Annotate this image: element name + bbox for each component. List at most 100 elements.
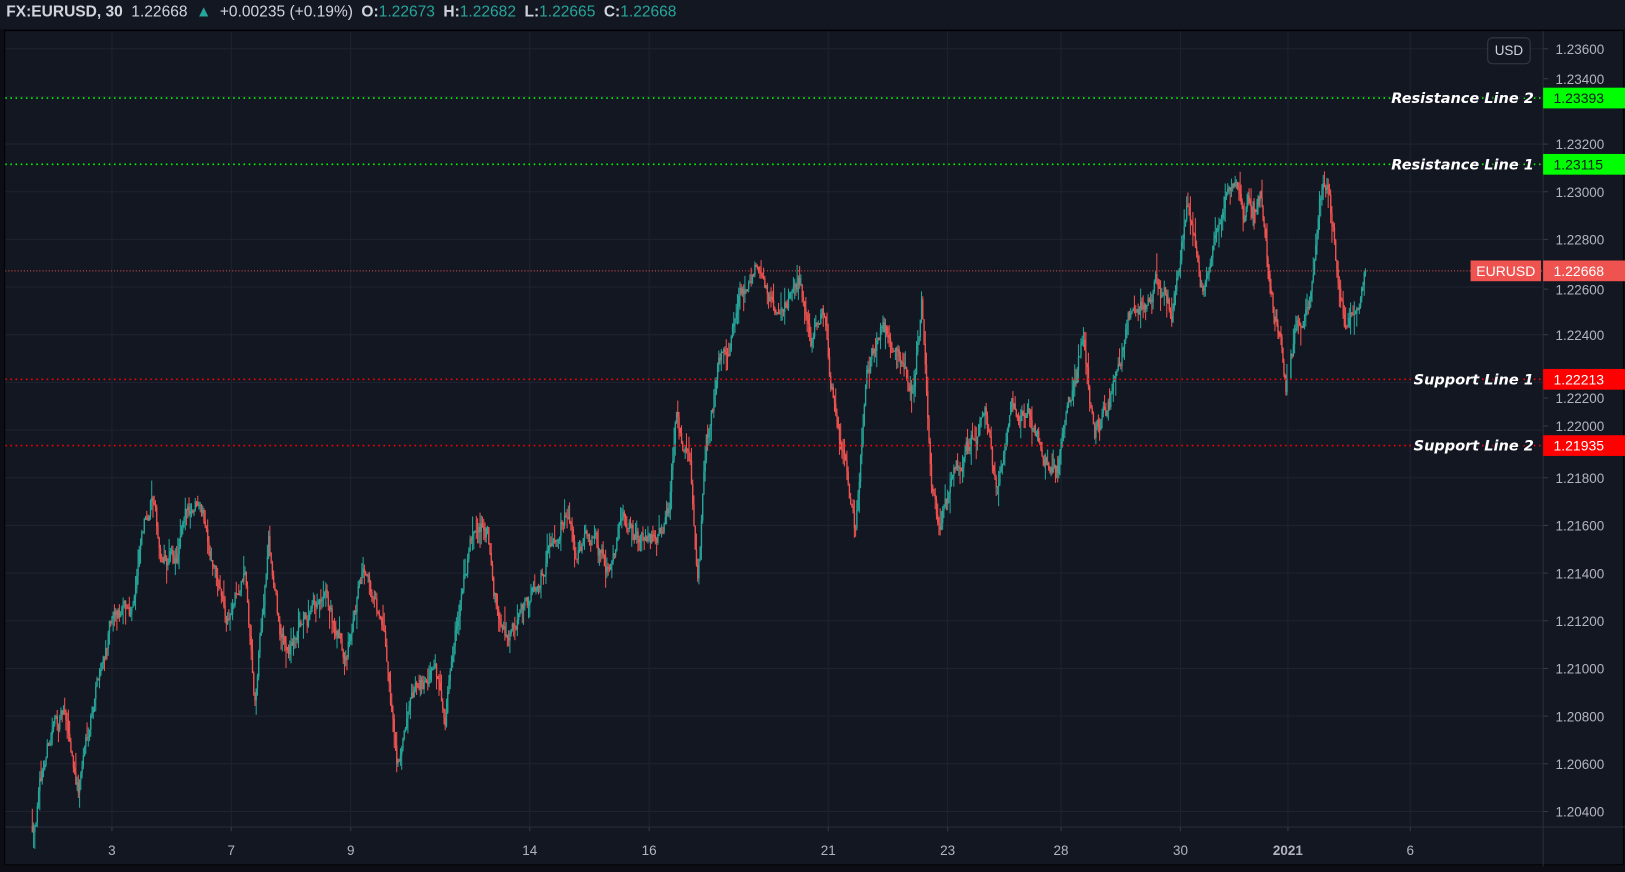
candle-down <box>643 537 645 540</box>
candle-down <box>70 741 72 752</box>
candle-up <box>1050 467 1052 473</box>
candle-down <box>927 391 929 419</box>
candle-up <box>699 547 701 560</box>
candle-down <box>1105 409 1107 416</box>
candle-up <box>859 455 862 482</box>
candle-up <box>529 601 531 605</box>
candle-up <box>296 631 298 641</box>
candle-up <box>1213 238 1215 246</box>
candle-up <box>268 536 270 557</box>
candle-up <box>1140 301 1142 312</box>
candle-up <box>765 285 767 288</box>
candle-up <box>980 417 982 420</box>
candle-down <box>153 502 155 505</box>
candle-down <box>235 593 238 595</box>
candle-down <box>382 624 384 631</box>
candle-up <box>255 688 257 701</box>
candle-up <box>531 587 533 592</box>
price-tick-label: 1.23200 <box>1556 137 1605 152</box>
candle-up <box>179 536 182 548</box>
candle-up <box>811 338 813 347</box>
candle-down <box>444 717 446 726</box>
candle-down <box>1051 467 1053 473</box>
candle-down <box>381 617 383 625</box>
candle-down <box>572 529 575 542</box>
candle-up <box>445 712 448 726</box>
candle-up <box>636 531 638 539</box>
candle-up <box>1163 287 1166 293</box>
candle-down <box>1273 306 1275 318</box>
candle-up <box>979 419 981 425</box>
candle-up <box>34 825 36 833</box>
candle-up <box>1066 405 1069 414</box>
candle-down <box>514 625 516 627</box>
candle-up <box>1026 409 1029 416</box>
candle-up <box>100 670 102 676</box>
candle-down <box>806 314 808 320</box>
candle-up <box>1059 450 1061 459</box>
candle-up <box>42 768 45 771</box>
candle-up <box>698 559 700 579</box>
candle-up <box>1072 384 1075 391</box>
candle-up <box>1079 356 1081 358</box>
candle-down <box>688 450 690 461</box>
candle-down <box>1260 191 1262 198</box>
candle-down <box>1263 217 1265 227</box>
candle-down <box>355 610 357 613</box>
candle-up <box>330 607 332 610</box>
candle-up <box>428 679 430 685</box>
candle-down <box>371 592 373 598</box>
candle-up <box>784 302 786 312</box>
candle-down <box>1344 325 1347 327</box>
candle-up <box>1349 312 1352 318</box>
candle-down <box>274 584 276 590</box>
price-tick-label: 1.23000 <box>1556 185 1605 200</box>
candle-down <box>1251 207 1253 211</box>
candle-up <box>1162 292 1164 296</box>
candle-up <box>751 274 754 283</box>
candle-up <box>792 286 795 291</box>
candle-down <box>762 276 765 279</box>
candle-up <box>705 434 708 460</box>
candle-up <box>105 647 107 659</box>
candle-up <box>663 523 665 532</box>
candle-down <box>687 449 689 451</box>
candle-up <box>591 536 593 545</box>
chart-pane[interactable]: 1.23600 1.23400 1.23200 1.23000 1.22800 1.226… <box>4 30 1625 867</box>
candle-down <box>384 631 387 646</box>
currency-button[interactable]: USD <box>1487 37 1531 65</box>
candle-down <box>683 449 685 452</box>
candle-up <box>1217 228 1219 231</box>
candle-up <box>1244 217 1246 221</box>
candle-down <box>1091 408 1093 414</box>
candle-down <box>1164 287 1167 295</box>
candle-up <box>1210 257 1213 264</box>
candle-down <box>954 467 956 469</box>
candle-down <box>905 367 908 378</box>
candle-down <box>932 485 934 492</box>
candle-down <box>637 531 639 540</box>
candle-down <box>245 571 247 586</box>
candlestick-chart[interactable]: 1.23600 1.23400 1.23200 1.23000 1.22800 1.226… <box>5 31 1625 867</box>
candle-down <box>335 627 337 636</box>
candle-up <box>169 551 172 558</box>
candle-up <box>947 497 949 505</box>
candle-down <box>389 683 392 704</box>
candle-up <box>1205 274 1208 283</box>
candle-down <box>805 307 807 315</box>
candle-down <box>72 755 75 768</box>
candle-up <box>1074 381 1076 385</box>
candle-down <box>1342 301 1344 315</box>
candle-down <box>236 594 239 596</box>
symbol-interval[interactable]: FX:EURUSD, 30 <box>6 3 123 21</box>
candle-down <box>157 526 159 539</box>
candle-down <box>110 621 112 624</box>
candle-up <box>867 368 869 370</box>
candle-up <box>36 806 39 823</box>
candle-up <box>244 571 246 574</box>
candle-up <box>539 585 541 589</box>
candle-up <box>978 424 980 437</box>
candle-down <box>697 564 699 579</box>
candle-down <box>320 599 322 601</box>
candle-down <box>1274 317 1276 322</box>
